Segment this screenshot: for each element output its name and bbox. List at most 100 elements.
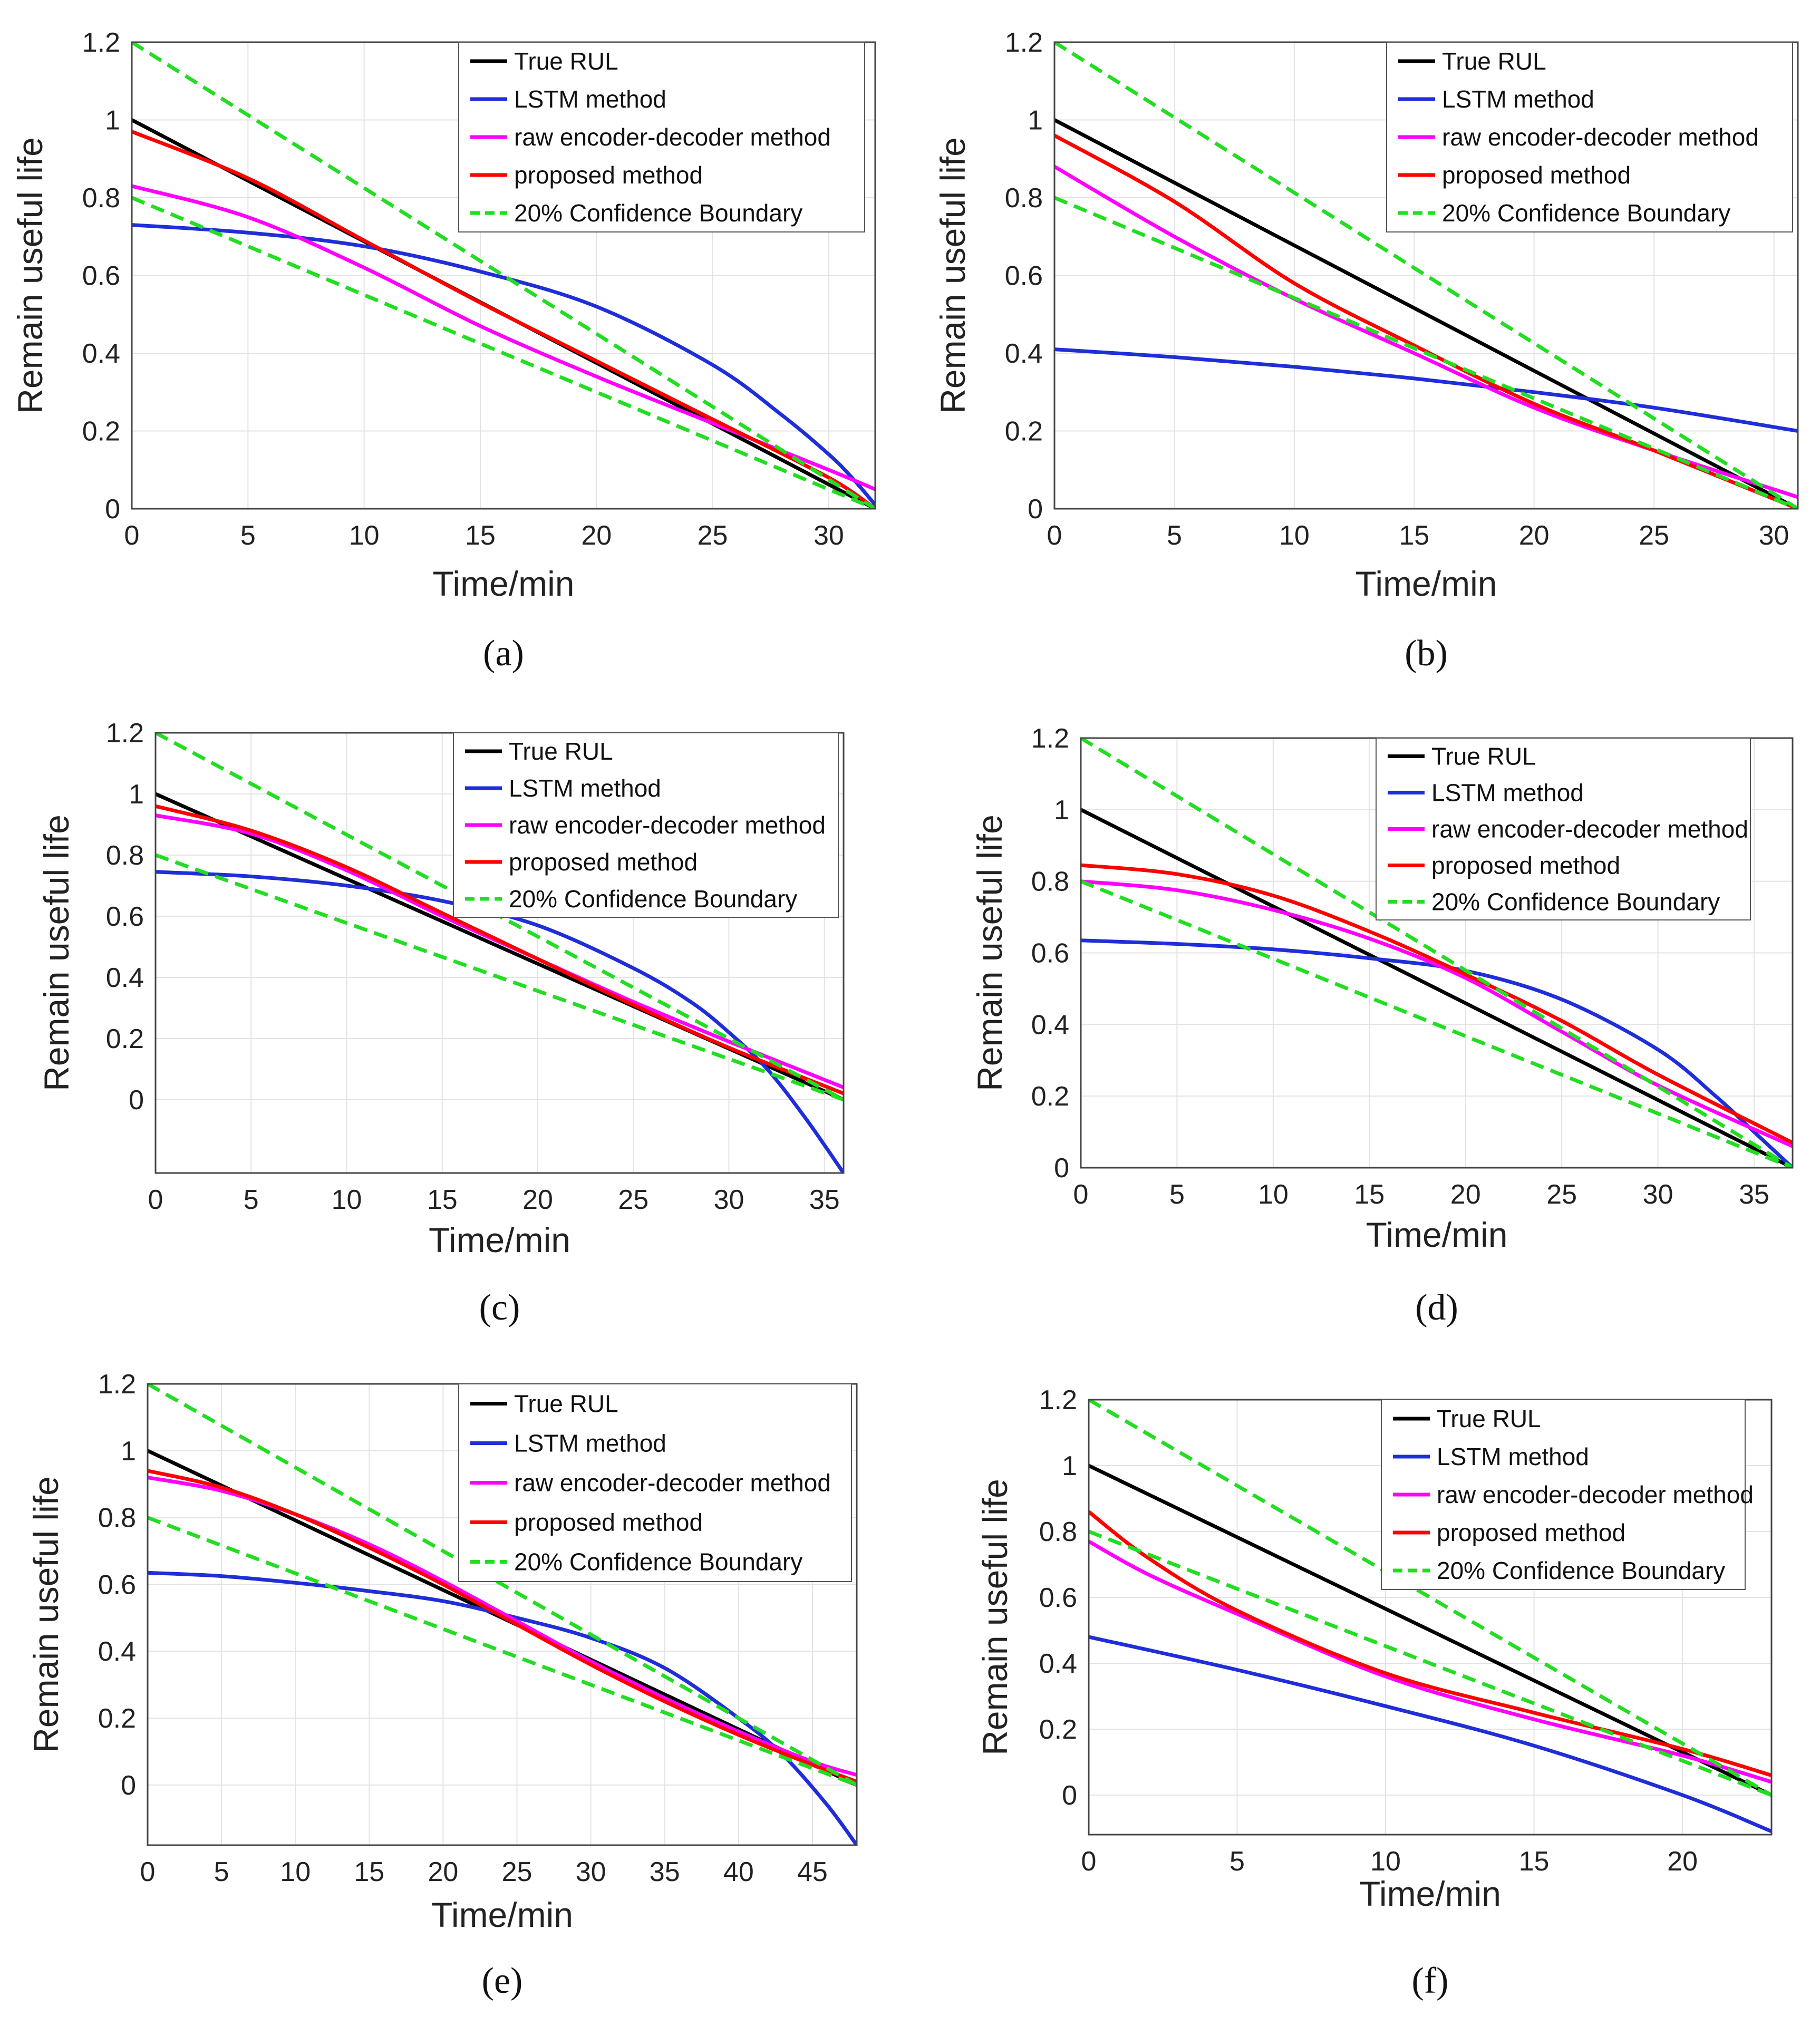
x-tick-label: 5 [214, 1857, 229, 1887]
series-line-proposed-method [156, 804, 844, 1096]
series-line-lower-confidence-boundary [156, 853, 844, 1102]
x-tick-label: 10 [332, 1185, 362, 1215]
legend-label: LSTM method [514, 85, 666, 113]
legend-label: proposed method [509, 848, 698, 876]
y-tick-label: 0.4 [106, 963, 144, 993]
series-group [1081, 738, 1793, 1168]
legend-label: True RUL [1437, 1405, 1541, 1432]
series-line-lstm-method [1081, 938, 1793, 1168]
chart-panel-1: 0 5 10 15 20 25 30 0 0.2 0.4 0.6 0.8 1 1.2 Time/min Rem… [11, 27, 876, 674]
y-tick-label: 1.2 [1005, 27, 1043, 58]
legend-label: LSTM method [514, 1430, 666, 1457]
x-tick-label: 20 [1667, 1846, 1698, 1877]
x-tick-label: 25 [1546, 1179, 1577, 1210]
legend-box [1386, 42, 1793, 232]
y-tick-label: 1.2 [98, 1369, 136, 1400]
series-group [132, 42, 875, 509]
x-tick-label: 5 [1169, 1179, 1185, 1210]
x-tick-label: 20 [1450, 1179, 1481, 1210]
y-tick-label: 1.2 [82, 27, 120, 58]
y-tick-label: 0.6 [106, 901, 144, 932]
x-tick-label: 15 [427, 1185, 458, 1215]
y-tick-label: 0 [1028, 494, 1043, 525]
legend: True RUL LSTM method raw encoder-decoder m… [458, 1383, 852, 1582]
y-tick-label: 0.8 [98, 1503, 136, 1534]
series-group [1089, 1400, 1771, 1834]
x-axis-title: Time/min [429, 1220, 570, 1259]
x-tick-label: 10 [280, 1857, 311, 1887]
legend-label: True RUL [1442, 47, 1546, 75]
legend-label: proposed method [514, 1509, 703, 1536]
legend-label: True RUL [1431, 743, 1536, 770]
y-tick-label: 1 [105, 105, 120, 136]
legend: True RUL LSTM method raw encoder-decoder m… [453, 732, 839, 918]
x-axis-title: Time/min [431, 1895, 573, 1934]
x-tick-label: 20 [581, 520, 612, 551]
legend-label: 20% Confidence Boundary [509, 885, 797, 913]
y-tick-label: 0.8 [1039, 1517, 1077, 1547]
y-tick-label: 1 [121, 1436, 136, 1467]
series-line-lower-confidence-boundary [1081, 879, 1793, 1168]
y-tick-label: 0.6 [1039, 1583, 1077, 1613]
y-axis-title: Remain useful life [11, 137, 50, 414]
legend-label: raw encoder-decoder method [1431, 816, 1748, 843]
series-line-proposed-method [1054, 133, 1798, 509]
x-tick-label: 35 [1739, 1179, 1769, 1210]
legend-box [453, 732, 839, 918]
x-tick-label: 0 [1047, 520, 1062, 551]
y-tick-label: 0.2 [1039, 1714, 1077, 1745]
x-tick-label: 35 [650, 1857, 680, 1887]
series-line-20-confidence-boundary [1089, 1400, 1771, 1797]
legend-box [458, 42, 865, 232]
y-tick-label: 1.2 [1031, 723, 1069, 754]
x-tick-label: 0 [1081, 1846, 1097, 1877]
panel-caption: (d) [1415, 1287, 1458, 1328]
y-tick-label: 0.4 [1039, 1649, 1077, 1679]
series-line-proposed-method [132, 130, 875, 509]
y-axis-title: Remain useful life [975, 1479, 1014, 1756]
x-tick-label: 15 [1354, 1179, 1385, 1210]
series-line-lower-confidence-boundary [1054, 196, 1798, 509]
series-line-raw-encoder-decoder-method [1081, 879, 1793, 1148]
legend-label: proposed method [514, 161, 703, 189]
x-tick-label: 35 [809, 1185, 840, 1215]
x-tick-label: 30 [814, 520, 844, 551]
x-tick-label: 15 [354, 1857, 384, 1887]
legend-label: True RUL [514, 1390, 618, 1418]
y-tick-label: 1 [129, 779, 144, 810]
series-line-lstm-method [132, 223, 875, 506]
y-tick-label: 0.2 [1005, 416, 1043, 447]
y-axis-title: Remain useful life [933, 137, 972, 414]
panel-caption: (f) [1412, 1961, 1449, 2001]
y-tick-label: 0.2 [1031, 1081, 1069, 1112]
legend-label: 20% Confidence Boundary [1437, 1557, 1725, 1584]
y-tick-label: 1 [1054, 795, 1069, 826]
y-tick-label: 1 [1028, 105, 1043, 136]
series-line-lower-confidence-boundary [148, 1516, 857, 1787]
chart-panel-5: 0 5 10 15 20 25 30 35 40 45 0 0.2 0.4 0.6 0.8 1 1.2 Time/… [26, 1369, 858, 2001]
legend-label: raw encoder-decoder method [1442, 123, 1759, 151]
x-tick-label: 5 [1167, 520, 1182, 551]
legend-label: LSTM method [1437, 1443, 1589, 1470]
series-line-lower-confidence-boundary [1089, 1529, 1771, 1797]
series-line-true-rul [1054, 118, 1798, 509]
series-group [1054, 42, 1798, 509]
series-line-proposed-method [1081, 863, 1793, 1145]
panel-caption: (a) [483, 633, 524, 674]
x-axis-title: Time/min [433, 564, 575, 603]
x-tick-label: 20 [522, 1185, 553, 1215]
legend-label: proposed method [1437, 1519, 1625, 1546]
y-tick-label: 0 [121, 1770, 136, 1801]
y-tick-label: 0.2 [82, 416, 120, 447]
panel-caption: (c) [479, 1287, 520, 1328]
series-group [148, 1384, 857, 1845]
x-tick-label: 15 [465, 520, 496, 551]
x-tick-label: 5 [240, 520, 256, 551]
x-tick-label: 30 [576, 1857, 606, 1887]
x-tick-label: 5 [244, 1185, 259, 1215]
legend-label: 20% Confidence Boundary [1431, 888, 1720, 916]
legend-label: LSTM method [509, 774, 661, 802]
legend-label: LSTM method [1431, 779, 1584, 807]
y-tick-label: 0 [1062, 1780, 1077, 1811]
legend-box [1376, 738, 1751, 920]
